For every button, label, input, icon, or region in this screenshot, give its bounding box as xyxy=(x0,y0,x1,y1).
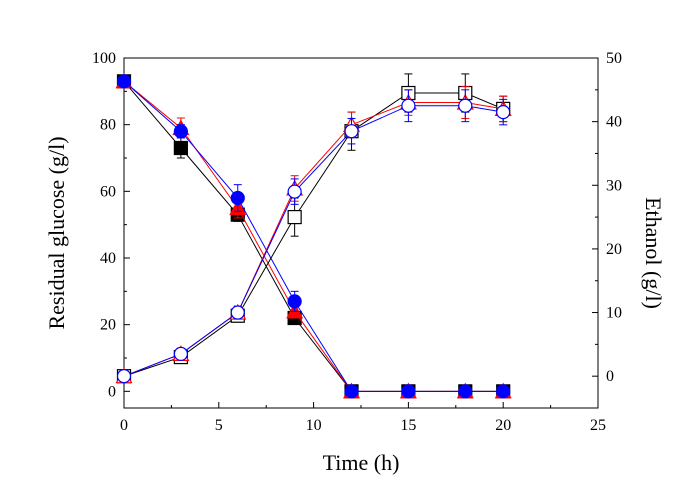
circle-marker xyxy=(458,384,473,399)
right-y-tick-label: 20 xyxy=(606,241,622,258)
x-tick-label: 5 xyxy=(215,417,223,434)
left-y-tick-label: 80 xyxy=(100,117,116,134)
series-line xyxy=(123,92,504,377)
plot-border xyxy=(123,57,599,409)
right-y-tick-label: 30 xyxy=(606,177,622,194)
x-tick-label: 15 xyxy=(400,417,416,434)
circle-marker xyxy=(116,74,132,89)
series-line xyxy=(123,105,504,377)
left-y-tick-label: 60 xyxy=(100,183,116,200)
right-y-tick-label: 0 xyxy=(606,368,614,385)
circle-marker xyxy=(401,384,416,399)
circle-marker xyxy=(287,184,302,199)
square-marker xyxy=(287,209,302,225)
circle-marker xyxy=(173,124,188,139)
right-y-tick-label: 50 xyxy=(606,50,622,67)
circle-marker xyxy=(344,384,359,399)
plot-frame xyxy=(123,57,599,409)
x-axis-title: Time (h) xyxy=(323,450,400,475)
axis-ticks: 0 5 10 15 20 25 0 20 40 60 80 100 0 10 20 30 40 50 xyxy=(92,50,622,434)
left-y-tick-label: 100 xyxy=(92,50,116,67)
left-y-tick-label: 20 xyxy=(100,317,116,334)
left-y-axis-title: Residual glucose (g/l) xyxy=(44,136,69,329)
x-tick-label: 0 xyxy=(120,417,128,434)
circle-marker xyxy=(230,305,245,320)
square-marker xyxy=(173,140,188,156)
right-y-axis-title: Ethanol (g/l) xyxy=(641,197,666,309)
series-left-circle-filled xyxy=(116,74,511,399)
circle-marker xyxy=(287,294,302,309)
x-tick-label: 25 xyxy=(590,417,606,434)
right-y-tick-label: 10 xyxy=(606,305,622,322)
circle-marker xyxy=(230,190,245,206)
circle-marker xyxy=(458,98,473,113)
series-layer xyxy=(115,72,512,399)
circle-marker xyxy=(173,346,188,362)
series-line xyxy=(123,80,504,392)
circle-marker xyxy=(344,124,359,139)
left-y-tick-label: 40 xyxy=(100,250,116,267)
series-right-circle-open xyxy=(116,89,511,384)
left-y-tick-label: 0 xyxy=(108,383,116,400)
circle-marker xyxy=(116,369,132,384)
right-y-tick-label: 40 xyxy=(606,114,622,131)
circle-marker xyxy=(496,104,511,120)
series-right-square-open xyxy=(116,73,511,384)
x-tick-label: 20 xyxy=(495,417,511,434)
circle-marker xyxy=(496,384,511,399)
x-tick-label: 10 xyxy=(306,417,322,434)
circle-marker xyxy=(401,98,416,113)
